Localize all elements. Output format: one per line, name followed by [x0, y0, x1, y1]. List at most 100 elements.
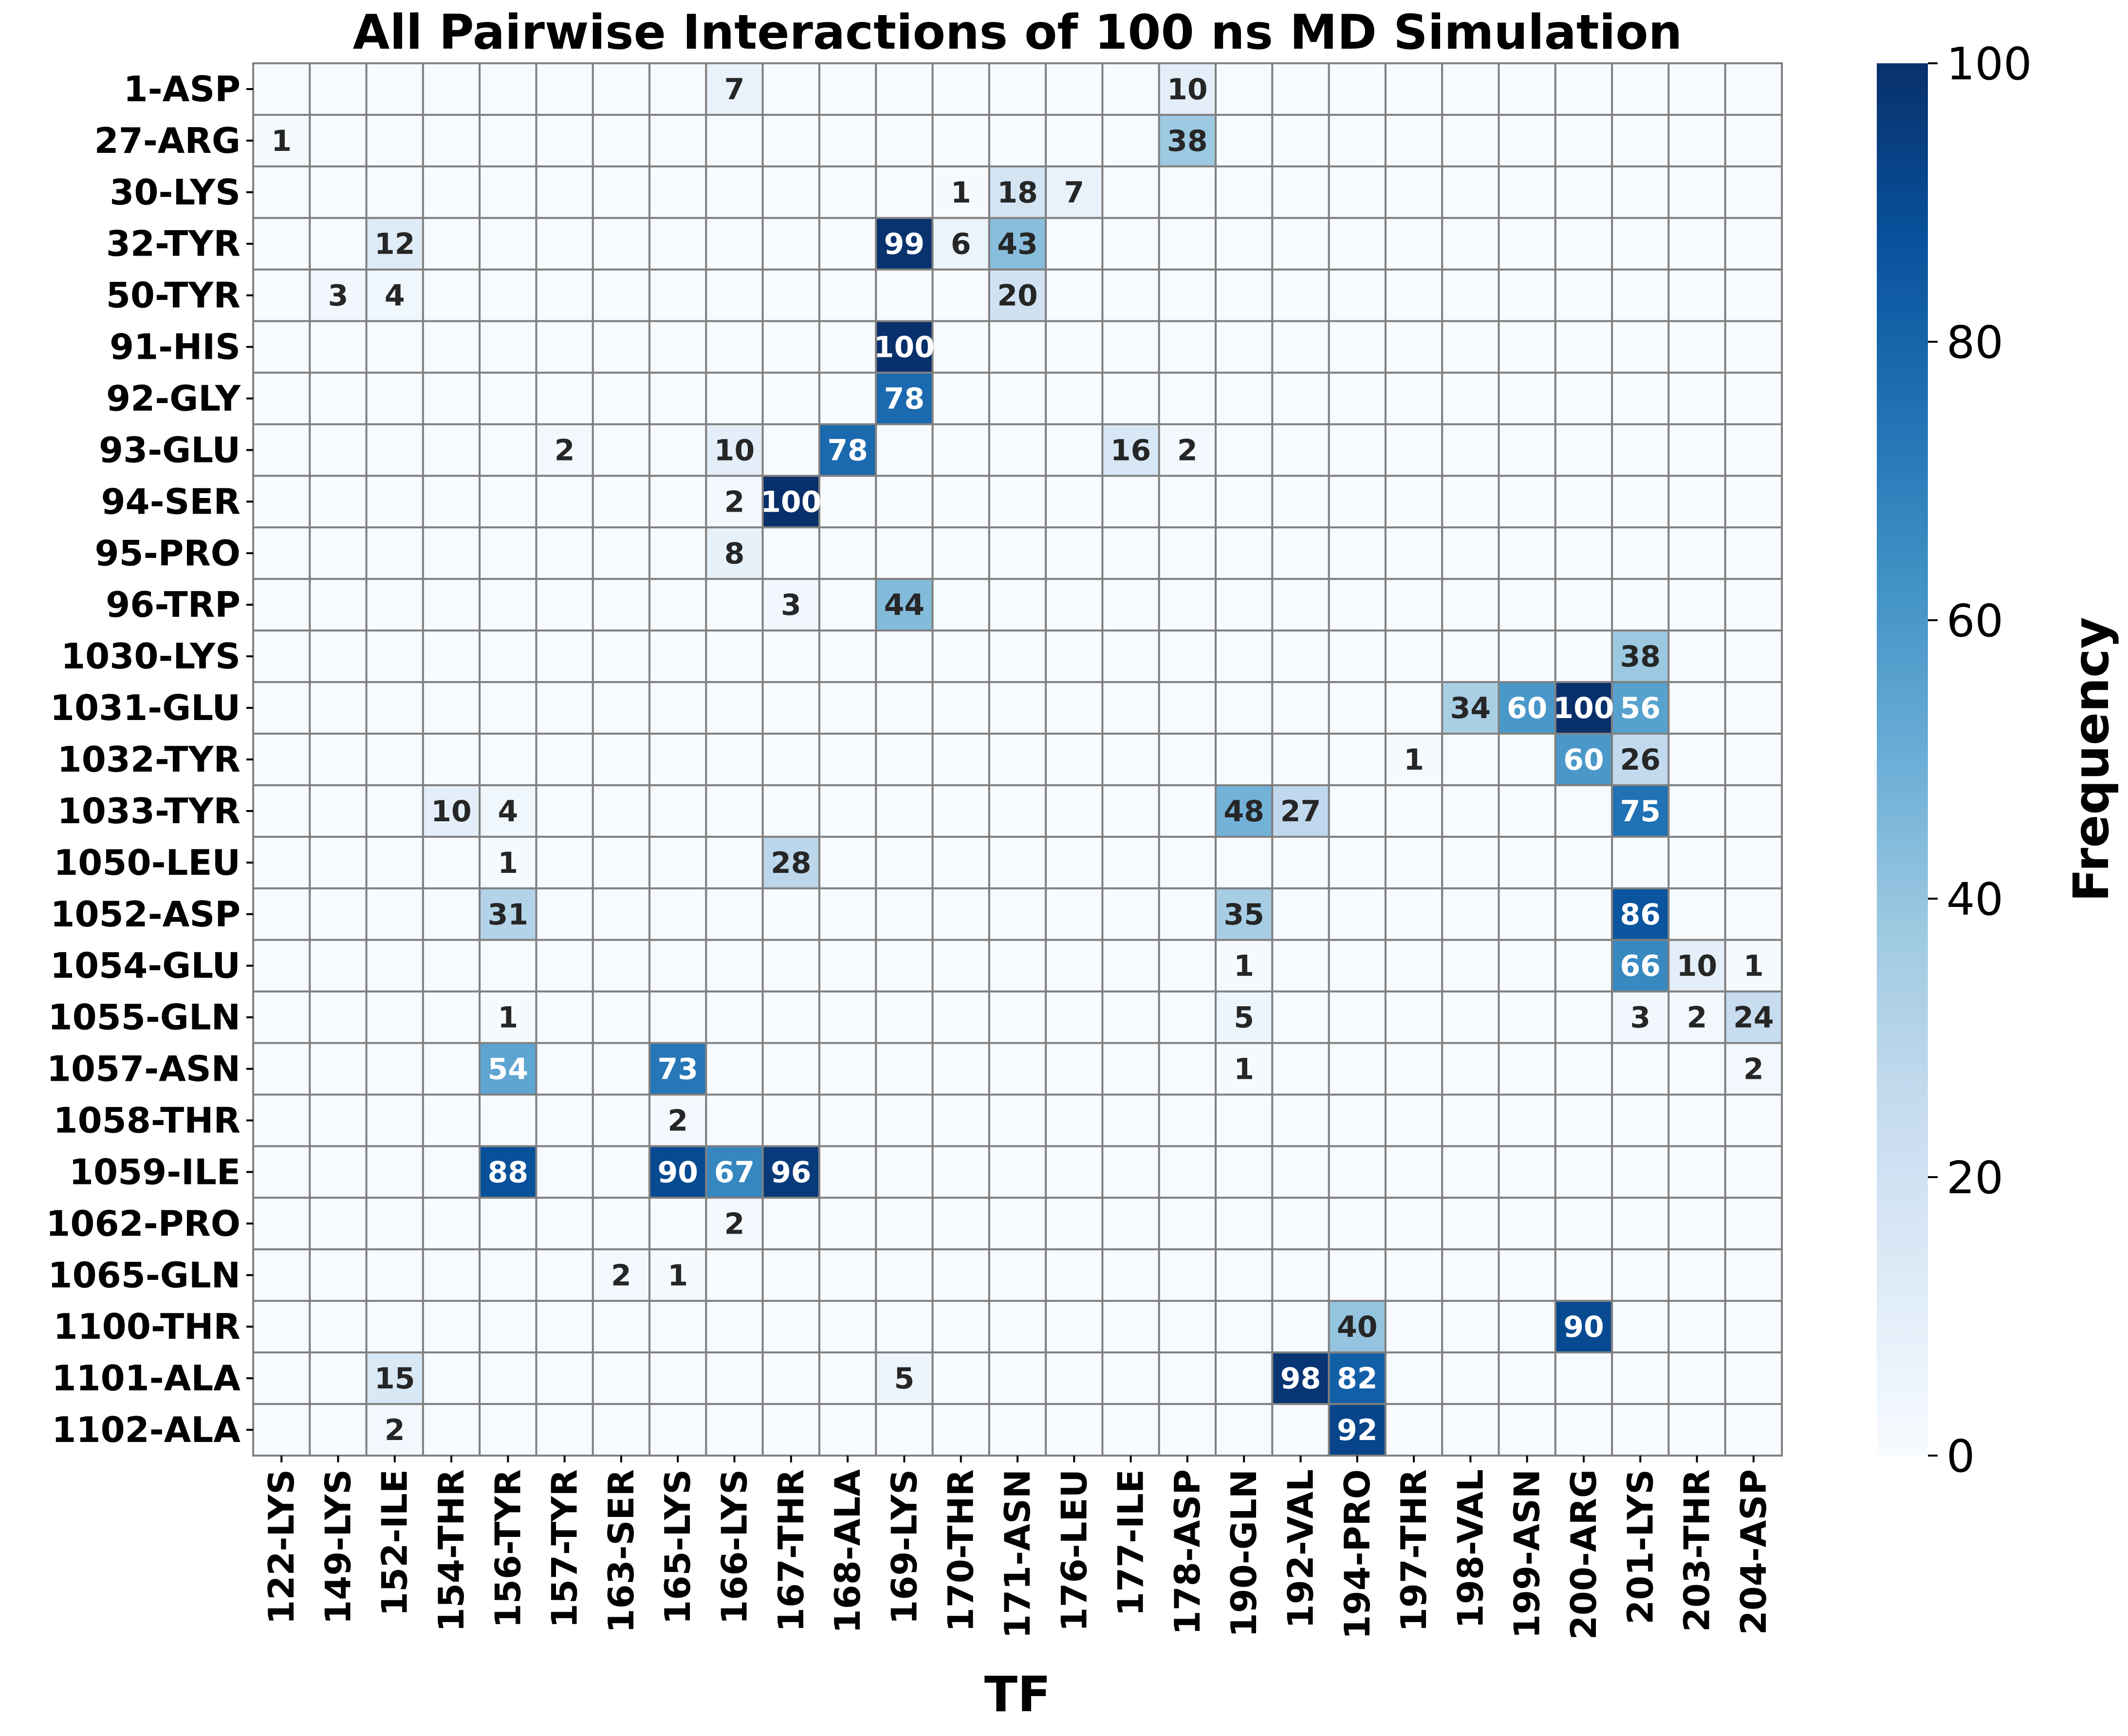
- heatmap-cell: [818, 1403, 877, 1457]
- heatmap-cell: [422, 165, 481, 219]
- heatmap-cell: [1667, 113, 1726, 167]
- heatmap-cell: [1498, 62, 1556, 116]
- heatmap-cell: [875, 1248, 934, 1302]
- cell-annotation: 100: [874, 331, 935, 365]
- heatmap-cell: [252, 1300, 311, 1354]
- heatmap-cell: [1384, 526, 1443, 580]
- heatmap-cell: [818, 320, 877, 374]
- heatmap-cell: [252, 1042, 311, 1096]
- heatmap-cell: [1101, 939, 1160, 993]
- heatmap-cell: [818, 1351, 877, 1405]
- heatmap-cell: [1667, 165, 1726, 219]
- heatmap-cell: [1724, 165, 1783, 219]
- heatmap-cell: [1045, 629, 1104, 683]
- heatmap-cell: [422, 423, 481, 477]
- heatmap-cell: [761, 165, 820, 219]
- heatmap-cell: [1667, 217, 1726, 271]
- heatmap-cell: [479, 113, 537, 167]
- heatmap-cell: [988, 578, 1047, 632]
- heatmap-cell: [365, 1351, 424, 1405]
- heatmap-cell: [535, 887, 594, 941]
- heatmap-cell: [818, 629, 877, 683]
- heatmap-cell: [252, 939, 311, 993]
- heatmap-cell: [592, 475, 651, 529]
- heatmap-cell: [1554, 320, 1613, 374]
- heatmap-cell: [1611, 1197, 1670, 1251]
- heatmap-cell: [761, 1042, 820, 1096]
- heatmap-cell: [988, 526, 1047, 580]
- heatmap-cell: [252, 1403, 311, 1457]
- heatmap-cell: [479, 887, 537, 941]
- heatmap-cell: [875, 113, 934, 167]
- heatmap-cell: [761, 62, 820, 116]
- heatmap-cell: [422, 1248, 481, 1302]
- heatmap-cell: [479, 423, 537, 477]
- heatmap-cell: [422, 1197, 481, 1251]
- heatmap-cell: [1554, 990, 1613, 1044]
- heatmap-cell: [479, 165, 537, 219]
- heatmap-cell: [1724, 526, 1783, 580]
- colorbar-ticks: 0 20 40 60 80 100: [1928, 38, 2032, 1482]
- heatmap-cell: [1158, 990, 1217, 1044]
- heatmap-cell: [1611, 423, 1670, 477]
- heatmap-cell: [252, 887, 311, 941]
- cell-annotation: 78: [827, 433, 868, 467]
- heatmap-cell: [1611, 578, 1670, 632]
- heatmap-cell: [931, 423, 990, 477]
- heatmap-cell: [1271, 113, 1330, 167]
- cell-annotation: 2: [724, 485, 745, 519]
- heatmap-cell: [1215, 681, 1274, 735]
- heatmap-cell: [1498, 990, 1556, 1044]
- heatmap-cell: [309, 165, 368, 219]
- cell-annotation: 54: [488, 1053, 529, 1087]
- heatmap-cell: [1724, 423, 1783, 477]
- heatmap-cell: [422, 629, 481, 683]
- heatmap-cell: [479, 733, 537, 786]
- heatmap-cell: [365, 887, 424, 941]
- heatmap-cell: [479, 629, 537, 683]
- heatmap-cell: [761, 423, 820, 477]
- heatmap-cell: [1101, 475, 1160, 529]
- heatmap-cell: [1045, 1145, 1104, 1199]
- heatmap-cell: [1724, 578, 1783, 632]
- heatmap-cell: [1045, 578, 1104, 632]
- heatmap-cell: [535, 578, 594, 632]
- x-tick-label: 176-LEU: [1054, 1469, 1094, 1632]
- heatmap-cell: [1384, 1093, 1443, 1147]
- heatmap-cell: [875, 526, 934, 580]
- heatmap-cell: [1328, 1145, 1387, 1199]
- heatmap-cell: [875, 1042, 934, 1096]
- heatmap-cell: [648, 681, 707, 735]
- heatmap-cell: [1724, 371, 1783, 425]
- cell-annotation: 2: [667, 1104, 688, 1138]
- heatmap-cell: [1328, 784, 1387, 838]
- heatmap-cell: [931, 62, 990, 116]
- heatmap-cell: [648, 1042, 707, 1096]
- heatmap-cell: [1384, 990, 1443, 1044]
- heatmap-cell: [1158, 1403, 1217, 1457]
- heatmap-cell: [1554, 62, 1613, 116]
- x-tick-label: 198-VAL: [1450, 1469, 1491, 1628]
- cell-annotation: 27: [1280, 794, 1321, 829]
- heatmap-cell: [1724, 1248, 1783, 1302]
- heatmap-cell: [988, 1403, 1047, 1457]
- heatmap-cell: [309, 1145, 368, 1199]
- heatmap-cell: [535, 681, 594, 735]
- heatmap-cell: [365, 475, 424, 529]
- heatmap-cell: [761, 784, 820, 838]
- heatmap-cell: [705, 1248, 764, 1302]
- heatmap-cell: [1554, 629, 1613, 683]
- heatmap-cell: [1441, 835, 1500, 889]
- heatmap-cell: [875, 887, 934, 941]
- heatmap-cell: [1271, 733, 1330, 786]
- y-tick-labels: 1-ASP 27-ARG 30-LYS 32-TYR 50-TYR 91-HIS 92-GL…: [46, 69, 253, 1450]
- heatmap-cell: [818, 423, 877, 477]
- heatmap-cell: [1328, 165, 1387, 219]
- heatmap-cell: [1384, 835, 1443, 889]
- cell-annotation: 1: [271, 124, 292, 158]
- heatmap-cell: [1158, 887, 1217, 941]
- colorbar-tick-label: 80: [1946, 316, 2003, 369]
- cell-annotation: 98: [1280, 1362, 1321, 1396]
- heatmap-cell: [1611, 629, 1670, 683]
- cell-annotation: 34: [1450, 691, 1491, 725]
